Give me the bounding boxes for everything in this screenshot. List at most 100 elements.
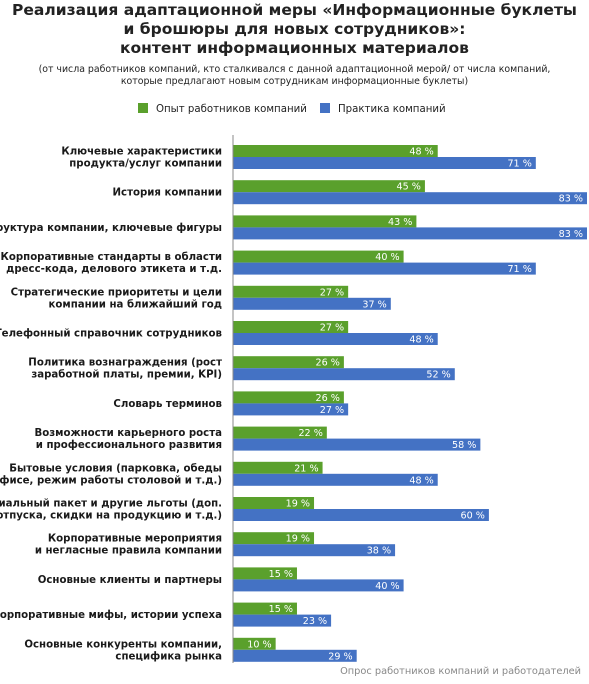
bar-companies [233, 544, 396, 557]
category-label-line: Социальный пакет и другие льготы (доп. [0, 499, 222, 510]
category-label: Возможности карьерного роста и профессион… [34, 428, 222, 451]
source-note: Опрос работников компаний и работодателе… [340, 666, 581, 677]
bar-employees [233, 180, 425, 193]
bar-employees-value: 19 % [286, 499, 310, 510]
bar-employees [233, 250, 404, 263]
category-label: Бытовые условия (парковка, обеды в офисе,… [0, 462, 222, 486]
chart-subtitle-line-1: (от числа работников компаний, кто сталк… [38, 64, 551, 75]
legend-label-companies: Практика компаний [338, 104, 446, 115]
category-label-line: продукта/услуг компании [69, 159, 222, 170]
bar-companies-value: 29 % [328, 651, 352, 662]
chart-title-line-2: и брошюры для новых сотрудников»: [123, 20, 466, 38]
chart-title: Реализация адаптационной меры «Информаци… [0, 1, 589, 58]
bar-employees-value: 48 % [409, 147, 433, 158]
bar-companies-value: 48 % [409, 475, 433, 486]
category-label: Стратегические приоритеты и цели компании… [11, 287, 222, 310]
category-label-line: отпуска, скидки на продукцию и т.д.) [0, 511, 222, 522]
bar-companies [233, 649, 357, 662]
bar-companies-value: 71 % [507, 264, 531, 275]
bar-employees [233, 532, 315, 545]
bar-companies [233, 297, 391, 310]
bar-companies-value: 71 % [507, 159, 531, 170]
bar-employees-value: 26 % [316, 358, 340, 369]
bar-companies [233, 403, 349, 416]
category-label-line: Стратегические приоритеты и цели [11, 287, 222, 298]
chart-legend: Опыт работников компаний Практика компан… [0, 102, 589, 118]
category-label-line: Структура компании, ключевые фигуры [0, 222, 222, 234]
bar-employees [233, 637, 276, 650]
bar-employees [233, 602, 297, 615]
bar-employees [233, 356, 344, 369]
bar-employees-value: 19 % [286, 534, 310, 545]
category-label: Корпоративные мероприятия и негласные пра… [35, 534, 222, 557]
bar-employees [233, 426, 327, 439]
category-label: Политика вознаграждения (рост заработной … [28, 358, 222, 381]
bar-employees-value: 45 % [397, 182, 421, 193]
category-label-line: История компании [113, 188, 222, 199]
category-label: Основные клиенты и партнеры [38, 575, 222, 586]
bar-employees-value: 21 % [294, 463, 318, 474]
chart-subtitle-line-2: которые предлагают новым сотрудникам инф… [120, 76, 469, 87]
bar-companies [233, 227, 587, 240]
category-label-line: и негласные правила компании [35, 546, 222, 557]
category-label: Корпоративные мифы, истории успеха [0, 609, 222, 621]
legend-swatch-employees [138, 103, 148, 113]
bar-employees-value: 43 % [388, 217, 412, 228]
category-label-line: Политика вознаграждения (рост [28, 358, 222, 369]
bar-companies-value: 83 % [559, 229, 583, 240]
category-label-line: Словарь терминов [113, 399, 222, 410]
category-label: Социальный пакет и другие льготы (доп. от… [0, 499, 222, 522]
bar-companies-value: 48 % [409, 335, 433, 346]
category-label-line: Возможности карьерного роста [34, 428, 222, 439]
bar-companies [233, 333, 438, 345]
bar-companies-value: 58 % [452, 440, 476, 451]
bar-companies [233, 509, 489, 521]
bar-companies [233, 614, 332, 627]
legend-label-employees: Опыт работников компаний [156, 104, 307, 115]
category-label-line: специфика рынка [115, 650, 222, 662]
bar-employees-value: 26 % [316, 393, 340, 404]
category-label: Ключевые характеристики продукта/услуг ко… [61, 147, 222, 170]
bar-employees-value: 27 % [320, 287, 344, 298]
bar-employees [233, 461, 323, 474]
bar-employees [233, 145, 438, 157]
bar-employees-value: 15 % [269, 569, 293, 580]
bar-companies-value: 23 % [303, 616, 327, 627]
bar-companies-value: 60 % [461, 511, 485, 522]
category-label-line: Бытовые условия (парковка, обеды [9, 462, 222, 474]
bar-companies [233, 438, 481, 451]
category-label: Телефонный справочник сотрудников [0, 328, 222, 340]
bar-employees [233, 285, 349, 298]
category-label-line: заработной платы, премии, KPI) [31, 369, 222, 381]
category-label-line: и профессионального развития [36, 439, 222, 451]
bar-employees-value: 22 % [298, 428, 322, 439]
bar-employees [233, 567, 297, 580]
chart-subtitle: (от числа работников компаний, кто сталк… [0, 64, 589, 88]
bar-employees [233, 321, 349, 333]
category-label-line: Ключевые характеристики [61, 147, 222, 158]
bar-companies-value: 37 % [362, 299, 386, 310]
bar-employees-value: 15 % [269, 604, 293, 615]
bar-employees-value: 40 % [375, 252, 399, 263]
bar-companies-value: 27 % [320, 405, 344, 416]
bar-companies [233, 192, 587, 205]
category-label-line: Корпоративные мероприятия [48, 534, 222, 545]
category-label-line: Основные конкуренты компании, [24, 639, 222, 650]
category-label: Структура компании, ключевые фигуры [0, 222, 222, 234]
legend-swatch-companies [320, 103, 330, 113]
category-label: Корпоративные стандарты в области дресс-к… [1, 251, 222, 275]
legend-item-employees: Опыт работников компаний [138, 102, 307, 118]
bar-companies-value: 38 % [367, 546, 391, 557]
category-label: История компании [113, 188, 222, 199]
bar-companies [233, 368, 455, 381]
chart-title-line-1: Реализация адаптационной меры «Информаци… [12, 1, 577, 19]
bar-companies [233, 262, 536, 275]
bar-companies-value: 83 % [559, 194, 583, 205]
bar-companies-value: 40 % [375, 581, 399, 592]
category-label-line: в офисе, режим работы столовой и т.д.) [0, 474, 222, 486]
category-label-line: Корпоративные стандарты в области [1, 251, 222, 263]
category-label-line: дресс-кода, делового этикета и т.д. [6, 264, 222, 275]
bar-companies [233, 157, 536, 169]
bar-companies-value: 52 % [426, 370, 450, 381]
